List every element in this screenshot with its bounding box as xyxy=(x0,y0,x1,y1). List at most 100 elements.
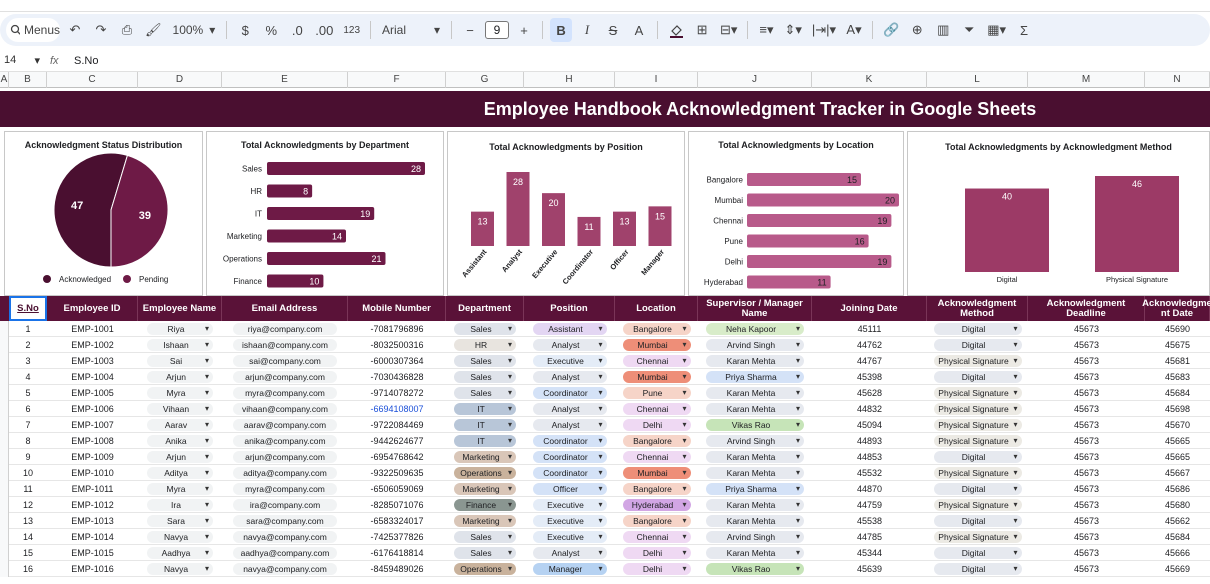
dropdown-chip[interactable]: Karan Mehta xyxy=(706,515,804,527)
dropdown-chip[interactable]: HR xyxy=(454,339,516,351)
table-cell[interactable]: 45673 xyxy=(1073,564,1100,574)
dropdown-chip[interactable]: Chennai xyxy=(622,451,691,463)
column-header-l[interactable]: L xyxy=(927,72,1028,88)
table-cell[interactable]: EMP-1006 xyxy=(71,404,114,414)
table-cell[interactable]: EMP-1005 xyxy=(71,388,114,398)
table-cell[interactable]: 45673 xyxy=(1073,532,1100,542)
table-cell[interactable]: 1 xyxy=(25,324,31,334)
dropdown-chip[interactable]: Karan Mehta xyxy=(706,499,804,511)
table-cell[interactable]: -7030436828 xyxy=(370,372,424,382)
dropdown-chip[interactable]: Manager xyxy=(532,563,607,575)
dropdown-chip[interactable]: IT xyxy=(454,403,516,415)
table-cell[interactable]: 45673 xyxy=(1073,452,1100,462)
dropdown-chip[interactable]: Analyst xyxy=(532,371,607,383)
dropdown-chip[interactable]: Marketing xyxy=(454,451,516,463)
fill-color-icon[interactable] xyxy=(665,18,687,42)
table-cell[interactable]: 45673 xyxy=(1073,388,1100,398)
dropdown-chip[interactable]: Arvind Singh xyxy=(706,339,804,351)
dropdown-chip[interactable]: Chennai xyxy=(622,403,691,415)
table-cell[interactable]: 45111 xyxy=(857,324,882,334)
table-cell[interactable]: 45665 xyxy=(1164,436,1191,446)
table-cell[interactable]: 45673 xyxy=(1073,516,1100,526)
dropdown-chip[interactable]: Finance xyxy=(454,499,516,511)
row-header[interactable] xyxy=(0,465,9,481)
print-icon[interactable]: ⎙ xyxy=(121,22,133,37)
dropdown-chip[interactable]: Executive xyxy=(532,499,607,511)
table-cell[interactable]: 44762 xyxy=(856,340,883,350)
increase-font-size-button[interactable]: + xyxy=(520,22,528,38)
dropdown-chip[interactable]: Navya xyxy=(147,563,213,575)
table-cell[interactable]: 12 xyxy=(22,500,33,510)
dropdown-chip[interactable]: Myra xyxy=(147,483,213,495)
column-header-k[interactable]: K xyxy=(812,72,927,88)
table-cell[interactable]: EMP-1001 xyxy=(71,324,114,334)
dropdown-chip[interactable]: Analyst xyxy=(532,403,607,415)
table-cell[interactable]: 7 xyxy=(25,420,31,430)
dropdown-chip[interactable]: Riya xyxy=(147,323,213,335)
dropdown-chip[interactable]: Vikas Rao xyxy=(706,563,804,575)
table-cell[interactable]: 9 xyxy=(25,452,31,462)
dropdown-chip[interactable]: Bangalore xyxy=(622,515,691,527)
dropdown-chip[interactable]: Analyst xyxy=(532,339,607,351)
paint-format-icon[interactable]: 🖌 xyxy=(145,22,162,37)
link-icon[interactable]: 🔗 xyxy=(883,22,900,37)
table-cell[interactable]: 45532 xyxy=(856,468,883,478)
table-cell[interactable]: 45666 xyxy=(1164,548,1191,558)
table-cell[interactable]: EMP-1009 xyxy=(71,452,114,462)
dropdown-chip[interactable]: Chennai xyxy=(622,531,691,543)
dropdown-chip[interactable]: Chennai xyxy=(622,355,691,367)
dropdown-chip[interactable]: Executive xyxy=(532,531,607,543)
dropdown-chip[interactable]: Pune xyxy=(622,387,691,399)
value-chip[interactable]: myra@company.com xyxy=(233,483,337,495)
dropdown-chip[interactable]: Sales xyxy=(454,355,516,367)
table-cell[interactable]: 45344 xyxy=(856,548,883,558)
row-header[interactable] xyxy=(0,529,9,545)
dropdown-chip[interactable]: Analyst xyxy=(532,547,607,559)
table-cell[interactable]: 45094 xyxy=(856,420,883,430)
table-cell[interactable]: EMP-1007 xyxy=(71,420,114,430)
value-chip[interactable]: sara@company.com xyxy=(233,515,337,527)
dropdown-chip[interactable]: Digital xyxy=(933,323,1022,335)
table-cell[interactable]: EMP-1002 xyxy=(71,340,114,350)
table-cell[interactable]: -6583324017 xyxy=(370,516,424,526)
table-cell[interactable]: 45673 xyxy=(1073,484,1100,494)
row-header[interactable] xyxy=(0,369,9,385)
dropdown-chip[interactable]: Analyst xyxy=(532,419,607,431)
column-header-h[interactable]: H xyxy=(524,72,615,88)
row-header[interactable] xyxy=(0,545,9,561)
dropdown-chip[interactable]: Myra xyxy=(147,387,213,399)
column-header-g[interactable]: G xyxy=(446,72,524,88)
table-cell[interactable]: 45398 xyxy=(856,372,883,382)
table-cell[interactable]: 11 xyxy=(23,484,33,494)
value-chip[interactable]: riya@company.com xyxy=(233,323,337,335)
dropdown-chip[interactable]: Delhi xyxy=(622,547,691,559)
borders-icon[interactable]: ⊞ xyxy=(696,22,708,37)
dropdown-chip[interactable]: Executive xyxy=(532,355,607,367)
table-cell[interactable]: 44785 xyxy=(856,532,883,542)
value-chip[interactable]: sai@company.com xyxy=(233,355,337,367)
table-cell[interactable]: 45673 xyxy=(1073,420,1100,430)
dropdown-chip[interactable]: Delhi xyxy=(622,563,691,575)
dropdown-chip[interactable]: Physical Signature xyxy=(933,435,1022,447)
table-cell[interactable]: -9322509635 xyxy=(370,468,424,478)
table-cell[interactable]: 13 xyxy=(22,516,33,526)
value-chip[interactable]: aadhya@company.com xyxy=(233,547,337,559)
table-cell[interactable]: 15 xyxy=(22,548,33,558)
dropdown-chip[interactable]: Operations xyxy=(454,467,516,479)
dropdown-chip[interactable]: Anika xyxy=(147,435,213,447)
table-cell[interactable]: 14 xyxy=(22,532,33,542)
dropdown-chip[interactable]: IT xyxy=(454,435,516,447)
bold-button[interactable]: B xyxy=(550,18,573,42)
dropdown-chip[interactable]: Bangalore xyxy=(622,323,691,335)
dropdown-chip[interactable]: Bangalore xyxy=(622,435,691,447)
font-size-input[interactable]: 9 xyxy=(485,21,510,39)
dropdown-chip[interactable]: Mumbai xyxy=(622,371,691,383)
column-header-e[interactable]: E xyxy=(222,72,348,88)
row-header[interactable] xyxy=(0,353,9,369)
table-cell[interactable]: -6506059069 xyxy=(370,484,424,494)
table-cell[interactable]: 44832 xyxy=(856,404,883,414)
table-cell[interactable]: EMP-1010 xyxy=(71,468,114,478)
functions-button[interactable]: Σ xyxy=(1020,22,1029,38)
table-cell[interactable]: 45673 xyxy=(1073,468,1100,478)
table-cell[interactable]: 45673 xyxy=(1073,436,1100,446)
